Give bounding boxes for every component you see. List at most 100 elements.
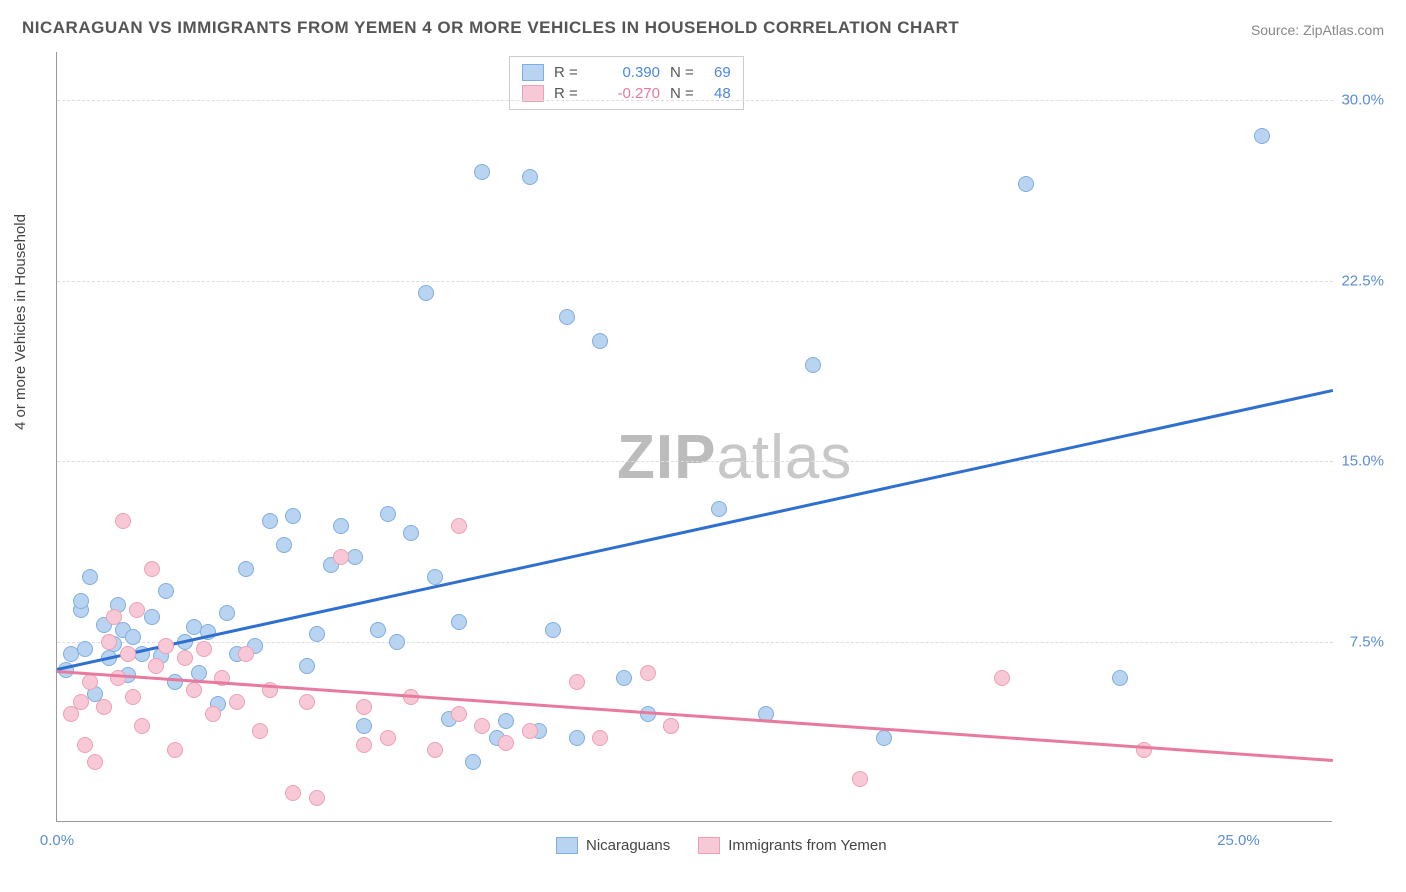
data-point <box>115 513 131 529</box>
data-point <box>276 537 292 553</box>
data-point <box>474 164 490 180</box>
chart-title: NICARAGUAN VS IMMIGRANTS FROM YEMEN 4 OR… <box>22 18 959 38</box>
legend-item: Immigrants from Yemen <box>698 837 886 854</box>
data-point <box>592 333 608 349</box>
data-point <box>125 689 141 705</box>
data-point <box>158 638 174 654</box>
data-point <box>82 674 98 690</box>
data-point <box>82 569 98 585</box>
data-point <box>640 665 656 681</box>
data-point <box>805 357 821 373</box>
data-point <box>559 309 575 325</box>
data-point <box>96 699 112 715</box>
data-point <box>285 508 301 524</box>
source-label: Source: ZipAtlas.com <box>1251 22 1384 38</box>
data-point <box>356 737 372 753</box>
data-point <box>1018 176 1034 192</box>
data-point <box>299 658 315 674</box>
data-point <box>144 609 160 625</box>
watermark: ZIPatlas <box>617 422 852 493</box>
data-point <box>285 785 301 801</box>
data-point <box>356 718 372 734</box>
data-point <box>129 602 145 618</box>
data-point <box>418 285 434 301</box>
data-point <box>427 742 443 758</box>
gridline <box>57 461 1333 462</box>
data-point <box>110 670 126 686</box>
data-point <box>186 682 202 698</box>
data-point <box>238 646 254 662</box>
data-point <box>134 718 150 734</box>
legend-label: Immigrants from Yemen <box>728 837 886 854</box>
data-point <box>994 670 1010 686</box>
legend-swatch <box>698 837 720 854</box>
y-tick-label: 7.5% <box>1350 633 1384 650</box>
x-tick-label: 25.0% <box>1217 832 1260 849</box>
data-point <box>333 549 349 565</box>
data-point <box>465 754 481 770</box>
data-point <box>299 694 315 710</box>
data-point <box>616 670 632 686</box>
data-point <box>77 641 93 657</box>
data-point <box>177 650 193 666</box>
y-tick-label: 15.0% <box>1341 453 1384 470</box>
gridline <box>57 281 1333 282</box>
data-point <box>191 665 207 681</box>
n-value: 69 <box>714 64 731 81</box>
legend-swatch <box>522 64 544 81</box>
r-label: R = <box>554 64 588 81</box>
data-point <box>238 561 254 577</box>
data-point <box>711 501 727 517</box>
x-tick-label: 0.0% <box>40 832 74 849</box>
data-point <box>451 614 467 630</box>
data-point <box>229 694 245 710</box>
data-point <box>522 169 538 185</box>
data-point <box>262 513 278 529</box>
data-point <box>309 790 325 806</box>
data-point <box>144 561 160 577</box>
data-point <box>451 706 467 722</box>
data-point <box>569 674 585 690</box>
data-point <box>205 706 221 722</box>
data-point <box>389 634 405 650</box>
data-point <box>852 771 868 787</box>
data-point <box>101 634 117 650</box>
data-point <box>167 674 183 690</box>
data-point <box>380 506 396 522</box>
data-point <box>663 718 679 734</box>
stats-row: R =0.390N =69 <box>522 62 731 83</box>
data-point <box>309 626 325 642</box>
data-point <box>73 694 89 710</box>
data-point <box>592 730 608 746</box>
data-point <box>196 641 212 657</box>
data-point <box>370 622 386 638</box>
data-point <box>451 518 467 534</box>
data-point <box>569 730 585 746</box>
data-point <box>252 723 268 739</box>
y-tick-label: 22.5% <box>1341 272 1384 289</box>
data-point <box>167 742 183 758</box>
data-point <box>120 646 136 662</box>
data-point <box>498 735 514 751</box>
plot-region: ZIPatlas R =0.390N =69R =-0.270N =48 7.5… <box>56 52 1332 822</box>
data-point <box>73 593 89 609</box>
n-label: N = <box>670 64 704 81</box>
data-point <box>125 629 141 645</box>
chart-area: ZIPatlas R =0.390N =69R =-0.270N =48 7.5… <box>56 52 1386 822</box>
data-point <box>1136 742 1152 758</box>
y-axis-label: 4 or more Vehicles in Household <box>12 214 29 430</box>
gridline <box>57 100 1333 101</box>
data-point <box>427 569 443 585</box>
data-point <box>356 699 372 715</box>
data-point <box>876 730 892 746</box>
legend-label: Nicaraguans <box>586 837 670 854</box>
data-point <box>77 737 93 753</box>
y-tick-label: 30.0% <box>1341 92 1384 109</box>
trend-line <box>57 670 1333 762</box>
data-point <box>158 583 174 599</box>
data-point <box>474 718 490 734</box>
data-point <box>522 723 538 739</box>
legend-swatch <box>556 837 578 854</box>
series-legend: Nicaraguans Immigrants from Yemen <box>556 837 887 854</box>
data-point <box>1254 128 1270 144</box>
